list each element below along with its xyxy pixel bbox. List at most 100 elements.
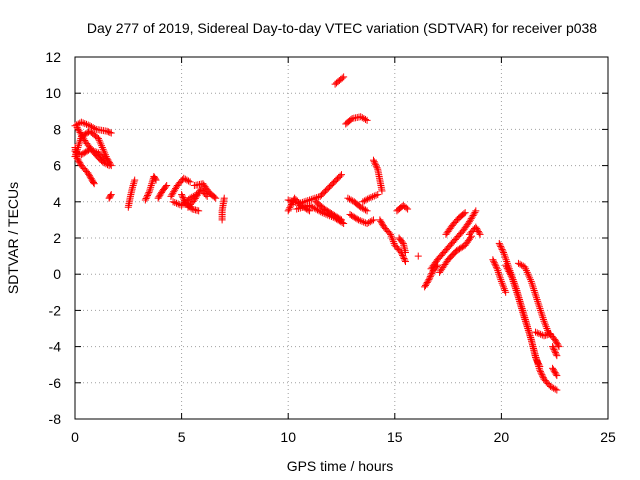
data-point (171, 199, 179, 207)
data-point (88, 123, 96, 131)
data-point (536, 368, 544, 376)
data-point (98, 142, 106, 150)
data-point (401, 248, 409, 256)
data-point (157, 190, 165, 198)
y-tick-label: 2 (53, 230, 61, 246)
data-point (549, 364, 557, 372)
data-point (79, 150, 87, 158)
y-tick-label: -6 (49, 375, 62, 391)
data-point (107, 129, 115, 137)
y-tick-label: 4 (53, 194, 61, 210)
data-point (510, 279, 518, 287)
data-point (511, 283, 519, 291)
data-point (399, 251, 407, 259)
data-point (369, 216, 377, 224)
data-point (539, 315, 547, 323)
x-tick-labels: 0 5 10 15 20 25 (71, 429, 616, 445)
data-point (398, 250, 406, 258)
data-point (422, 280, 430, 288)
data-point (520, 312, 528, 320)
data-point (90, 180, 98, 188)
data-point (522, 265, 530, 273)
data-point (507, 272, 515, 280)
data-point (212, 194, 220, 202)
data-point (363, 207, 371, 215)
data-point (74, 156, 82, 164)
data-point (306, 201, 314, 209)
data-point (347, 211, 355, 219)
data-point (180, 174, 188, 182)
data-point (541, 319, 549, 327)
data-point (428, 270, 436, 278)
data-point (97, 140, 105, 148)
data-point (521, 315, 529, 323)
data-point (401, 258, 409, 266)
data-point (325, 208, 333, 216)
data-point (163, 182, 171, 190)
data-point (461, 209, 469, 217)
data-point (532, 328, 540, 336)
data-point (495, 239, 503, 247)
data-point (358, 114, 366, 122)
data-point (344, 194, 352, 202)
data-point (352, 214, 360, 222)
data-point (179, 194, 187, 202)
data-point (365, 194, 373, 202)
y-tick-label: -8 (49, 411, 62, 427)
data-point (534, 358, 542, 366)
data-point (76, 159, 84, 167)
data-point (466, 216, 474, 224)
data-point (516, 260, 524, 268)
data-point (338, 216, 345, 224)
data-point (502, 288, 510, 296)
x-tick-label: 20 (494, 429, 510, 445)
data-point (498, 279, 506, 287)
data-point (551, 347, 559, 355)
data-point (517, 301, 525, 309)
data-point (490, 259, 498, 267)
data-point (349, 212, 357, 220)
data-point (105, 162, 113, 170)
data-point (471, 208, 479, 216)
x-tick-label: 15 (387, 429, 403, 445)
data-point (532, 353, 540, 361)
x-tick-label: 10 (280, 429, 296, 445)
data-point (84, 169, 92, 177)
data-point (99, 145, 107, 153)
data-point (100, 159, 108, 167)
data-point (378, 219, 386, 227)
data-point (467, 215, 475, 223)
data-point (532, 294, 540, 302)
data-point (526, 274, 534, 282)
data-point (526, 276, 534, 284)
data-point (192, 193, 200, 201)
data-point (195, 207, 203, 215)
data-point (155, 193, 163, 201)
data-point (504, 266, 512, 274)
data-point (476, 230, 484, 238)
data-point (322, 206, 330, 214)
data-point (492, 262, 500, 270)
data-point (513, 290, 521, 298)
data-point (552, 350, 560, 358)
data-point (541, 321, 549, 329)
data-point (317, 208, 325, 216)
y-tick-label: 12 (45, 49, 61, 65)
data-point (172, 199, 180, 207)
data-point (146, 185, 154, 193)
data-point (534, 299, 542, 307)
data-point (77, 151, 85, 159)
data-point (372, 191, 380, 199)
data-point (73, 154, 81, 162)
data-point (329, 210, 337, 218)
data-point (311, 194, 319, 202)
data-point (537, 306, 545, 314)
data-point (512, 286, 520, 294)
data-point (528, 281, 536, 289)
data-point (514, 259, 522, 267)
data-point (554, 341, 562, 349)
data-point (399, 253, 407, 261)
data-point (169, 189, 177, 197)
data-point (91, 124, 99, 132)
data-point (505, 267, 513, 275)
